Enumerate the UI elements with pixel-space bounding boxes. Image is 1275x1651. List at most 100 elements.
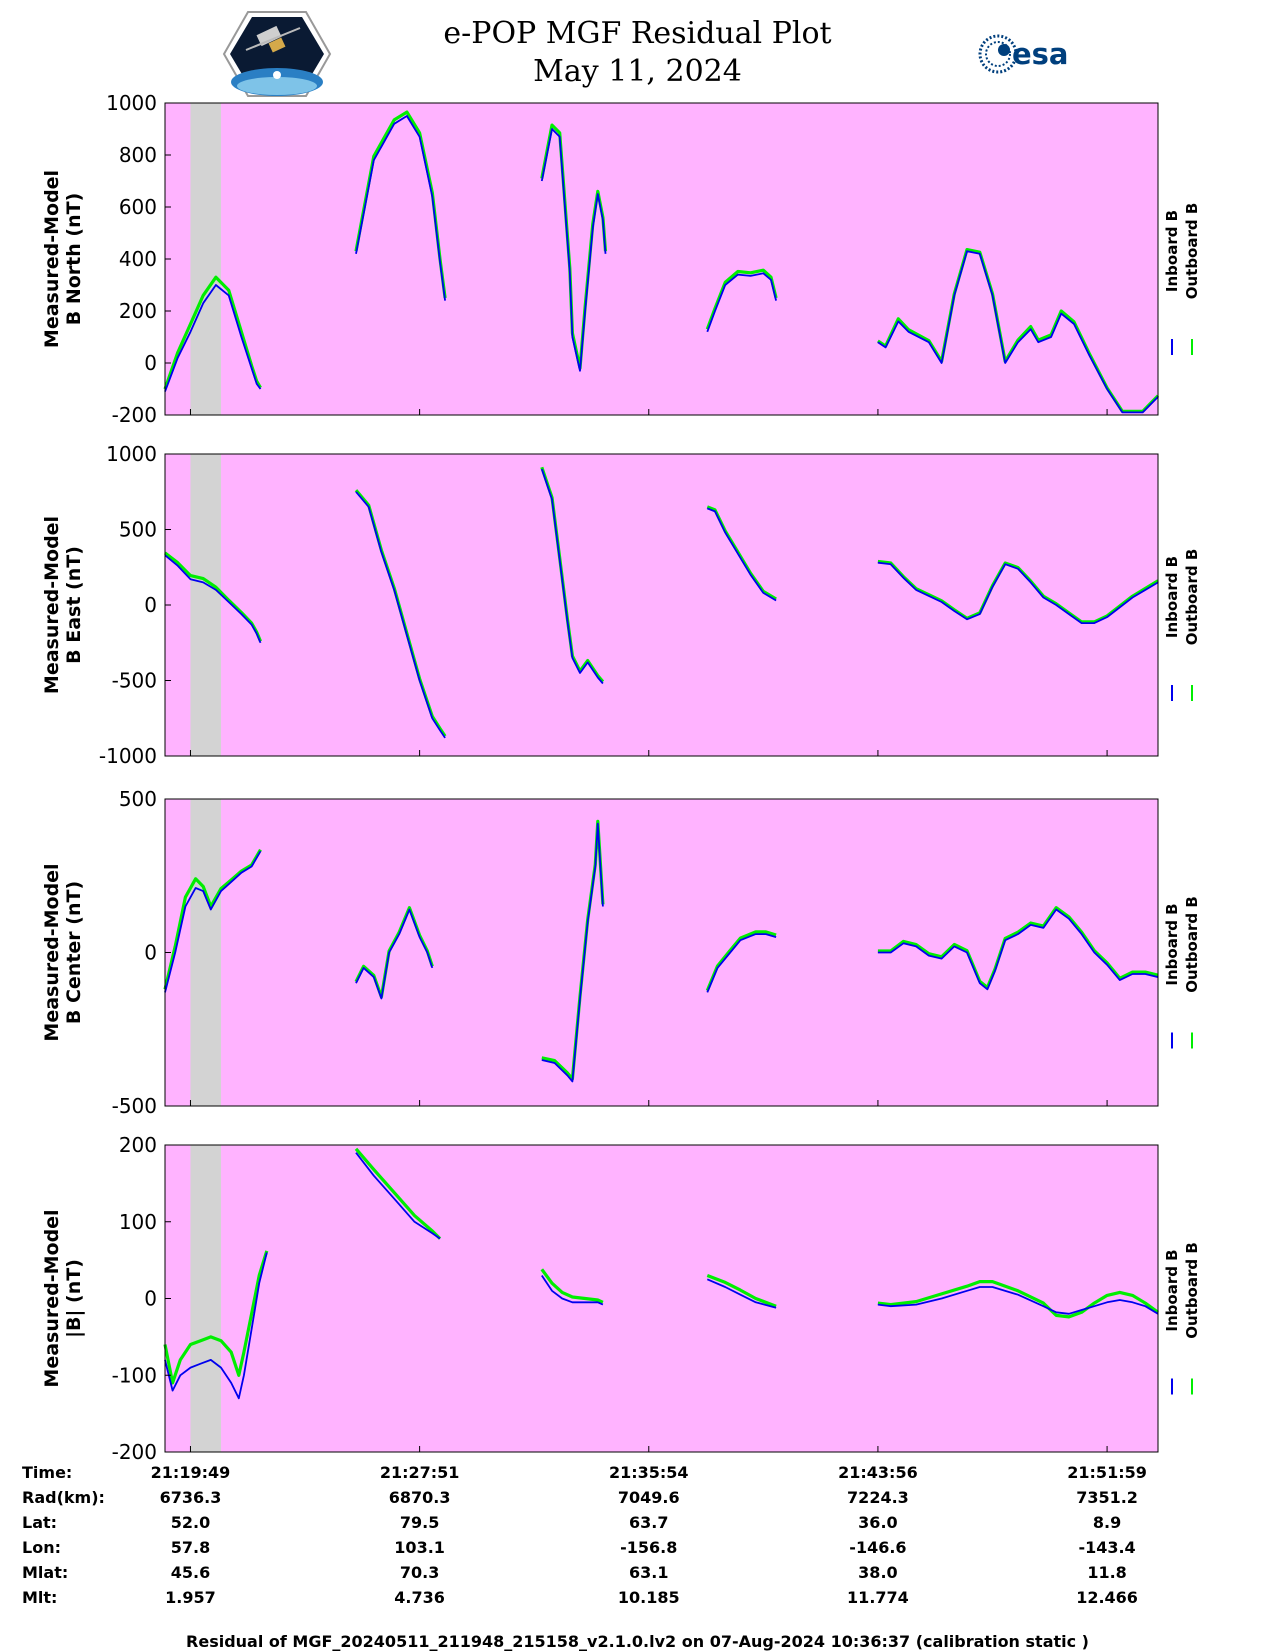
y-tick-label: 100 (119, 1210, 157, 1234)
legend: Inboard B Outboard B (1163, 549, 1201, 701)
footer-cell: 7049.6 (618, 1488, 680, 1507)
y-tick-label: -500 (112, 1094, 157, 1118)
y-tick-label: 0 (144, 593, 157, 617)
y-tick-label: -1000 (99, 744, 157, 768)
y-tick-label: 200 (119, 299, 157, 323)
inboard-trace-segment-1 (164, 1252, 268, 1400)
panel-4: 200 100 0 -100 -200 Measured-Model|B| (nT) Inb… (41, 1133, 1201, 1464)
footer-row-label: Lat: (22, 1513, 57, 1532)
outboard-trace-segment-1 (163, 848, 262, 990)
legend-inboard-label: Inboard B (1163, 1249, 1181, 1331)
legend-outboard-label: Outboard B (1183, 896, 1201, 993)
inboard-trace-segment-4 (706, 1278, 777, 1309)
footer-cell: 8.9 (1093, 1513, 1121, 1532)
y-tick-label: -200 (112, 1440, 157, 1464)
inboard-trace-segment-5 (877, 908, 1159, 991)
panel-1: 1000 800 600 400 200 0 -200 Measured-ModelB Nor… (41, 91, 1201, 427)
inboard-trace-segment-2 (355, 491, 446, 739)
outboard-trace-segment-5 (877, 559, 1159, 624)
inboard-trace-segment-4 (706, 507, 777, 602)
outboard-trace-segment-3 (540, 1268, 604, 1304)
panel-3: 500 0 -500 Measured-ModelB Center (nT) Inboa… (41, 787, 1201, 1118)
outboard-trace-segment-2 (354, 1147, 442, 1240)
footer-cell: 52.0 (171, 1513, 210, 1532)
footer-cell: -143.4 (1078, 1538, 1135, 1557)
y-axis-label: Measured-Model|B| (nT) (41, 1209, 85, 1387)
footer-cell: 10.185 (618, 1588, 680, 1607)
data-gap-band (190, 1145, 222, 1452)
footer-row-label: Time: (22, 1463, 72, 1482)
y-tick-label: 0 (144, 351, 157, 375)
footer-cell: 70.3 (400, 1563, 439, 1582)
inboard-trace-segment-2 (355, 1152, 441, 1240)
footer-cell: 7224.3 (847, 1488, 909, 1507)
legend-outboard-label: Outboard B (1183, 549, 1201, 646)
plot-title: e-POP MGF Residual Plot (443, 16, 832, 51)
esa-logo-icon: esa (978, 34, 1069, 74)
footer-cell: 21:51:59 (1067, 1463, 1147, 1482)
inboard-trace-segment-3 (541, 822, 604, 1083)
inboard-trace-segment-3 (541, 1275, 604, 1306)
footer-cell: 21:19:49 (151, 1463, 231, 1482)
y-tick-label: 800 (119, 143, 157, 167)
footer-cell: 1.957 (165, 1588, 216, 1607)
inboard-trace-segment-2 (355, 908, 434, 1000)
y-tick-label: 600 (119, 195, 157, 219)
plot-background (165, 103, 1158, 415)
footer-row-label: Rad(km): (22, 1488, 105, 1507)
y-axis-label: Measured-ModelB East (nT) (41, 516, 85, 694)
y-tick-label: 0 (144, 941, 157, 965)
y-tick-label: 1000 (106, 442, 157, 466)
panel-2: 1000 500 0 -500 -1000 Measured-ModelB East (n… (41, 442, 1201, 768)
y-tick-label: 500 (119, 518, 157, 542)
plot-background (165, 1145, 1158, 1452)
legend: Inboard B Outboard B (1163, 1242, 1201, 1395)
legend-outboard-label: Outboard B (1183, 1242, 1201, 1339)
esa-logo-text: esa (1012, 37, 1069, 71)
footer-cell: 21:27:51 (380, 1463, 460, 1482)
y-tick-label: 500 (119, 787, 157, 811)
y-tick-label: -200 (112, 403, 157, 427)
footer-cell: 103.1 (394, 1538, 445, 1557)
inboard-trace-segment-5 (877, 561, 1159, 624)
footer-caption: Residual of MGF_20240511_211948_215158_v… (186, 1632, 1089, 1651)
inboard-trace-segment-1 (164, 850, 262, 993)
footer-cell: 63.7 (629, 1513, 668, 1532)
legend-outboard-label: Outboard B (1183, 203, 1201, 300)
footer-cell: 11.8 (1087, 1563, 1126, 1582)
footer-cell: 6870.3 (389, 1488, 451, 1507)
footer-cell: 63.1 (629, 1563, 668, 1582)
footer-cell: 12.466 (1076, 1588, 1138, 1607)
footer-cell: 36.0 (858, 1513, 897, 1532)
legend: Inboard B Outboard B (1163, 203, 1201, 355)
y-axis-label: Measured-ModelB Center (nT) (41, 863, 85, 1041)
footer-row-label: Mlat: (22, 1563, 68, 1582)
y-tick-label: 1000 (106, 91, 157, 115)
inboard-trace-segment-1 (164, 554, 262, 644)
inboard-trace-segment-3 (540, 468, 604, 685)
footer-cell: 4.736 (394, 1588, 445, 1607)
y-tick-label: 0 (144, 1287, 157, 1311)
footer-cell: -146.6 (849, 1538, 906, 1557)
footer-cell: -156.8 (620, 1538, 677, 1557)
outboard-trace-segment-5 (877, 906, 1159, 990)
data-gap-band (190, 799, 222, 1106)
y-axis-label: Measured-ModelB North (nT) (41, 170, 85, 348)
inboard-trace-segment-3 (540, 128, 607, 372)
outboard-trace-segment-4 (705, 930, 777, 992)
data-gap-band (190, 103, 222, 415)
data-gap-band (190, 454, 222, 756)
inboard-trace-segment-5 (877, 250, 1159, 414)
legend-inboard-label: Inboard B (1163, 556, 1181, 638)
y-tick-label: 200 (119, 1133, 157, 1157)
footer-cell: 6736.3 (160, 1488, 222, 1507)
outboard-trace-segment-4 (705, 268, 778, 330)
inboard-trace-segment-5 (877, 1286, 1159, 1315)
cassiope-satellite-logo-icon (222, 11, 332, 97)
plot-background (165, 799, 1158, 1106)
legend: Inboard B Outboard B (1163, 896, 1201, 1049)
inboard-trace-segment-1 (164, 284, 262, 392)
outboard-trace-segment-4 (706, 1274, 777, 1308)
outboard-trace-segment-1 (163, 1250, 269, 1385)
